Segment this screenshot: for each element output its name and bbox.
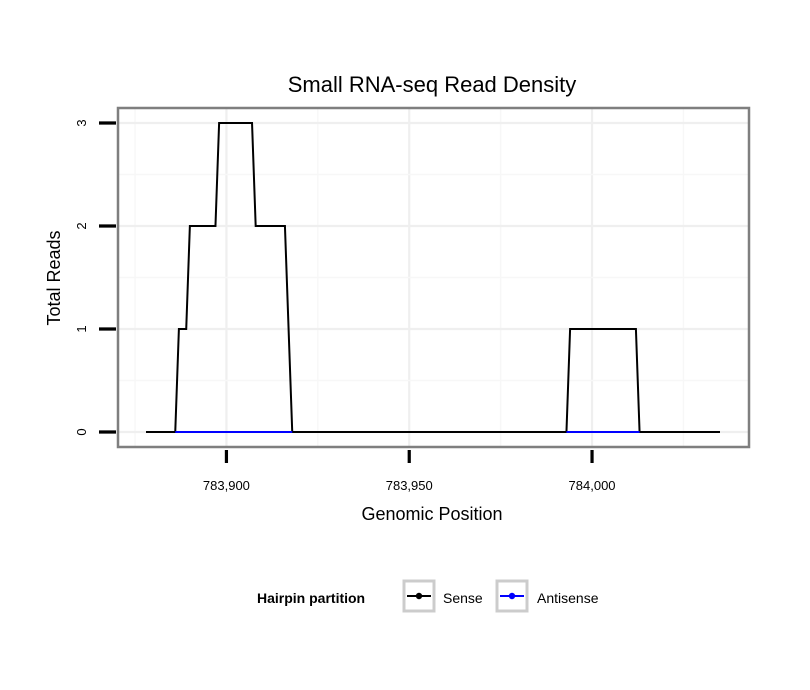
series-sense-line [146, 122, 720, 433]
x-tick-label: 783,950 [386, 478, 433, 493]
legend-key-box [495, 579, 529, 613]
axis-layer: 783,900 783,950 784,000 0 1 2 3 [74, 119, 616, 493]
legend-label: Antisense [537, 590, 599, 606]
legend-key-point [415, 592, 423, 600]
x-tick-label: 783,900 [203, 478, 250, 493]
x-axis-title: Genomic Position [361, 504, 502, 524]
y-axis-title: Total Reads [44, 230, 64, 325]
plot-panel-border [116, 106, 751, 449]
legend: Hairpin partition Sense Antisense [257, 579, 599, 613]
chart-title: Small RNA-seq Read Density [288, 72, 577, 97]
y-tick-label: 1 [74, 325, 89, 332]
series-layer [146, 122, 720, 433]
legend-items: Sense Antisense [402, 579, 599, 613]
y-tick-label: 2 [74, 222, 89, 229]
legend-label: Sense [443, 590, 483, 606]
y-tick-label: 3 [74, 119, 89, 126]
y-tick-label: 0 [74, 428, 89, 435]
legend-item-sense: Sense [402, 579, 483, 613]
x-tick-label: 784,000 [569, 478, 616, 493]
legend-item-antisense: Antisense [495, 579, 599, 613]
legend-key-point [508, 592, 516, 600]
legend-title: Hairpin partition [257, 590, 365, 606]
